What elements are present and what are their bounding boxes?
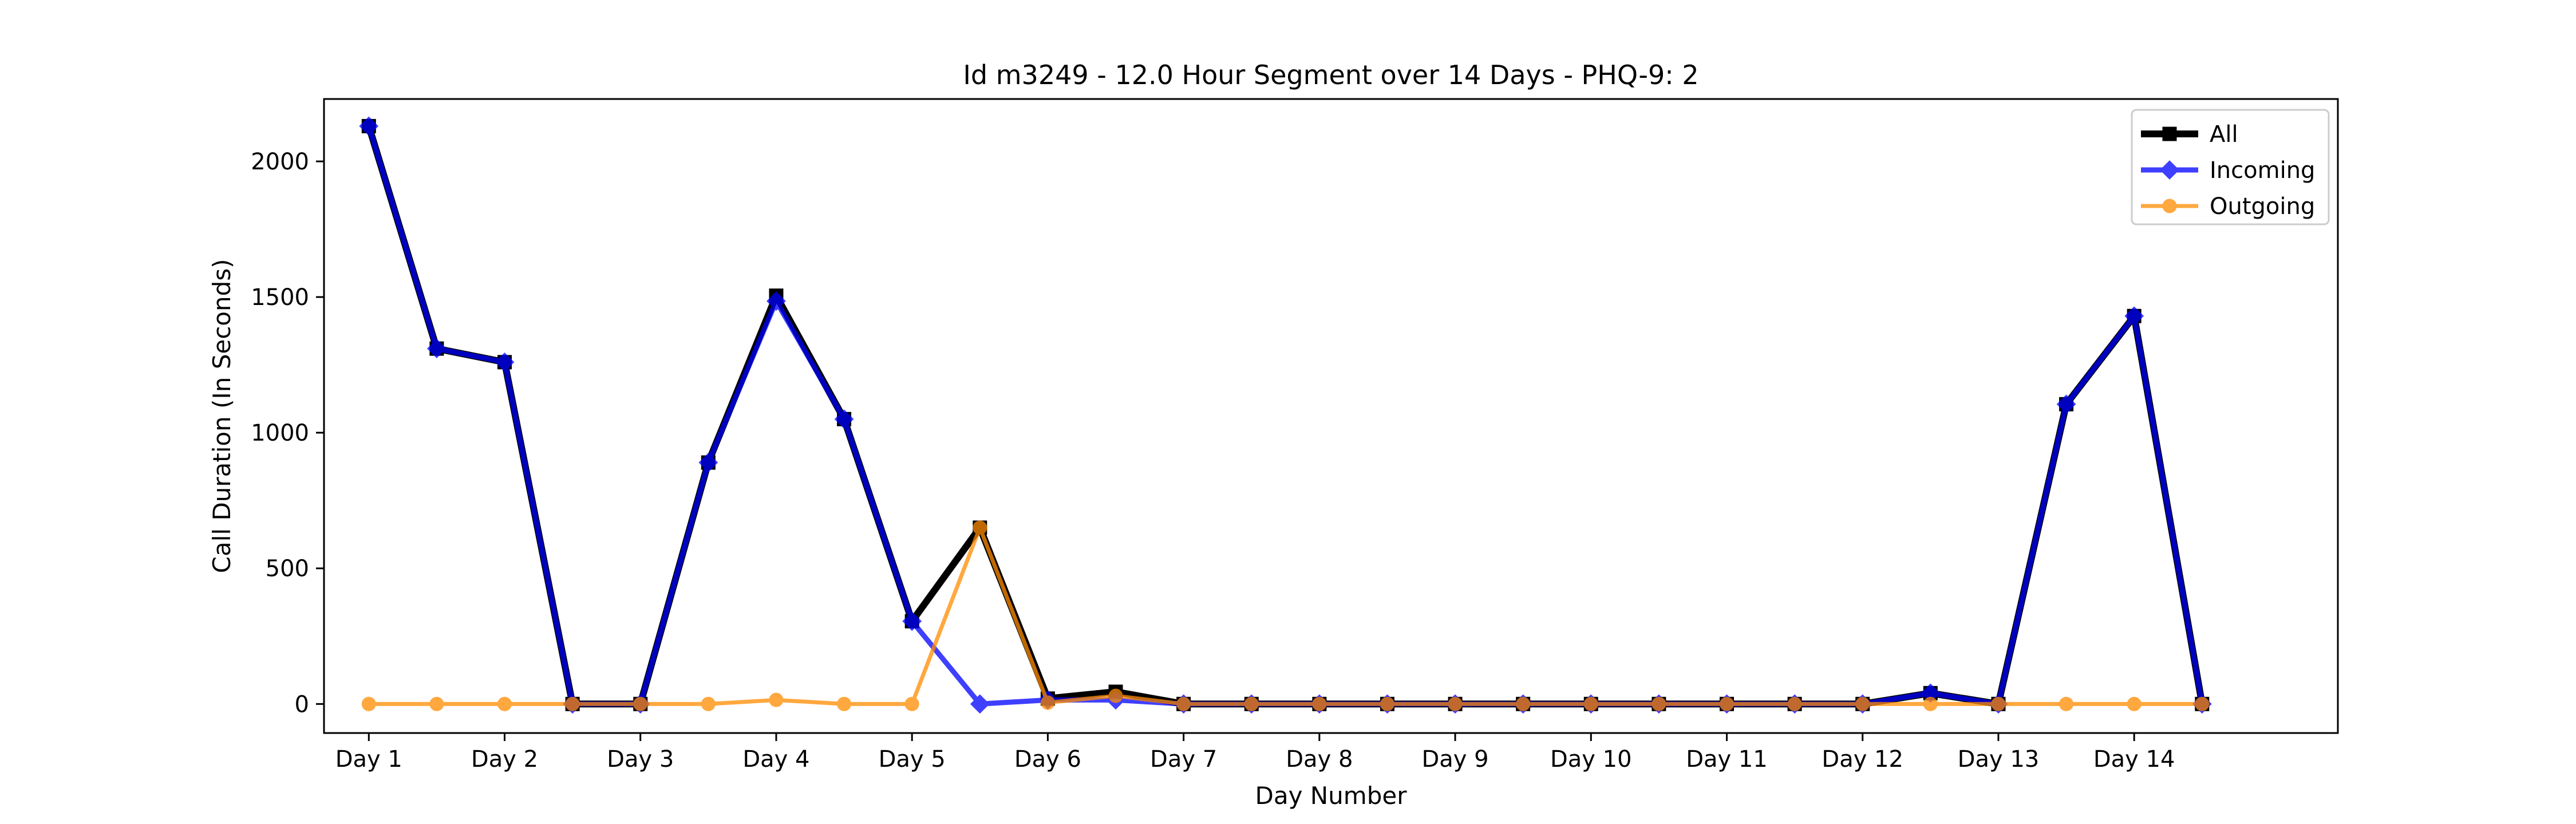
series-layer bbox=[359, 116, 2212, 714]
data-point-outgoing bbox=[1176, 696, 1191, 711]
x-tick-label: Day 9 bbox=[1421, 746, 1488, 772]
x-tick-label: Day 1 bbox=[335, 746, 402, 772]
legend-marker bbox=[2160, 160, 2179, 180]
legend-item bbox=[2141, 199, 2198, 213]
data-point-outgoing bbox=[1108, 688, 1123, 703]
data-point-outgoing bbox=[1380, 696, 1394, 711]
data-point-outgoing bbox=[1516, 696, 1531, 711]
x-tick-label: Day 10 bbox=[1550, 746, 1632, 772]
legend-box bbox=[2131, 109, 2330, 225]
legend-item bbox=[2141, 160, 2198, 180]
x-tick-label: Day 2 bbox=[471, 746, 538, 772]
legend-item bbox=[2141, 126, 2198, 141]
y-tick-label: 0 bbox=[295, 691, 309, 718]
x-tick-label: Day 13 bbox=[1958, 746, 2040, 772]
data-point-outgoing bbox=[1855, 696, 1870, 711]
x-tick-label: Day 14 bbox=[2093, 746, 2175, 772]
data-point-incoming bbox=[834, 409, 854, 429]
data-point-outgoing bbox=[1312, 696, 1327, 711]
plot-frame bbox=[323, 98, 2339, 734]
data-point-incoming bbox=[359, 116, 379, 136]
series-all bbox=[361, 118, 2210, 711]
y-tick-label: 1000 bbox=[251, 420, 309, 446]
x-tick-label: Day 3 bbox=[607, 746, 674, 772]
data-point-incoming bbox=[970, 694, 990, 714]
series-line-all bbox=[365, 125, 2206, 708]
data-point-outgoing bbox=[1448, 696, 1463, 711]
x-axis-label: Day Number bbox=[1255, 782, 1407, 810]
data-point-incoming bbox=[2124, 306, 2144, 326]
data-point-incoming bbox=[426, 339, 447, 359]
data-point-outgoing bbox=[1991, 696, 2006, 711]
y-axis: 0 500 1000 1500 2000 bbox=[251, 149, 324, 718]
x-tick-label: Day 4 bbox=[742, 746, 809, 772]
x-tick-label: Day 6 bbox=[1014, 746, 1081, 772]
data-point-outgoing bbox=[1652, 696, 1666, 711]
data-point-outgoing bbox=[1040, 695, 1055, 710]
chart-title: Id m3249 - 12.0 Hour Segment over 14 Day… bbox=[963, 60, 1698, 90]
data-point-outgoing bbox=[565, 696, 580, 711]
y-tick-label: 2000 bbox=[251, 149, 309, 175]
data-point-outgoing bbox=[701, 696, 716, 711]
data-point-outgoing bbox=[497, 696, 512, 711]
x-tick-label: Day 7 bbox=[1150, 746, 1217, 772]
legend-marker bbox=[2162, 199, 2177, 213]
series-line-incoming bbox=[366, 125, 2205, 707]
y-tick-label: 1500 bbox=[251, 284, 309, 311]
legend: All Incoming Outgoing bbox=[2131, 109, 2330, 225]
legend-label: Outgoing bbox=[2210, 193, 2315, 220]
data-point-outgoing bbox=[1244, 696, 1259, 711]
data-point-outgoing bbox=[904, 696, 919, 711]
data-point-incoming bbox=[902, 611, 922, 631]
x-axis: Day 1 Day 2 Day 3 Day 4 Day 5 Day 6 Day 7 Day 8… bbox=[335, 733, 2175, 772]
data-point-incoming bbox=[2056, 394, 2076, 414]
y-tick-label: 500 bbox=[266, 556, 309, 582]
data-point-outgoing bbox=[973, 520, 987, 535]
data-point-outgoing bbox=[769, 692, 784, 707]
data-point-incoming bbox=[495, 352, 515, 372]
y-axis-label: Call Duration (In Seconds) bbox=[208, 259, 236, 573]
legend-label: Incoming bbox=[2210, 157, 2315, 184]
data-point-outgoing bbox=[1583, 696, 1598, 711]
legend-label: All bbox=[2210, 121, 2238, 148]
data-point-outgoing bbox=[2127, 696, 2142, 711]
series-outgoing bbox=[361, 520, 2210, 711]
data-point-outgoing bbox=[429, 696, 444, 711]
x-tick-label: Day 5 bbox=[879, 746, 946, 772]
data-point-outgoing bbox=[633, 696, 648, 711]
series-line-outgoing bbox=[369, 525, 2202, 706]
data-point-outgoing bbox=[1923, 696, 1938, 711]
data-point-outgoing bbox=[2195, 696, 2210, 711]
data-point-outgoing bbox=[2059, 696, 2074, 711]
data-point-outgoing bbox=[361, 696, 376, 711]
series-incoming bbox=[359, 116, 2212, 714]
x-tick-label: Day 12 bbox=[1822, 746, 1903, 772]
x-tick-label: Day 11 bbox=[1686, 746, 1768, 772]
data-point-incoming bbox=[698, 453, 718, 473]
data-point-outgoing bbox=[1720, 696, 1735, 711]
data-point-outgoing bbox=[1787, 696, 1802, 711]
x-tick-label: Day 8 bbox=[1286, 746, 1353, 772]
data-point-outgoing bbox=[837, 696, 852, 711]
legend-marker bbox=[2162, 126, 2177, 141]
data-point-incoming bbox=[767, 291, 786, 311]
